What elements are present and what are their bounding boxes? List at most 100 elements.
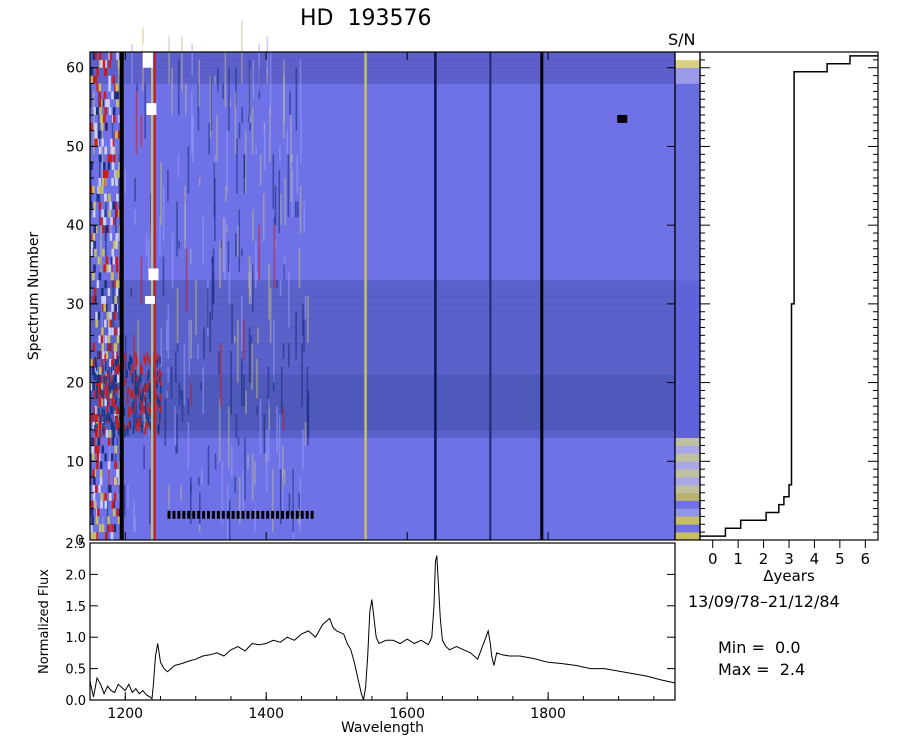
heatmap-noise: [227, 406, 230, 470]
heatmap-noise: [237, 225, 239, 257]
heatmap-red-pixel: [137, 388, 140, 397]
heatmap-red-pixel: [114, 380, 116, 389]
sn-cell: [675, 201, 700, 210]
heatmap-edge-pixel: [90, 201, 93, 210]
heatmap-red-pixel: [141, 424, 143, 433]
heatmap-red-pixel: [148, 383, 151, 391]
heatmap-red-pixel: [106, 405, 108, 414]
heatmap-white-patch: [148, 268, 159, 281]
heatmap-white-patch: [146, 103, 157, 115]
heatmap-red-pixel: [138, 417, 141, 426]
heatmap-noise: [268, 264, 270, 320]
heatmap-noise: [276, 280, 278, 289]
heatmap-red-pixel: [141, 420, 144, 429]
heatmap-edge-pixel: [92, 492, 96, 501]
spectrum-frame: [89, 542, 676, 701]
heatmap-red-pixel: [96, 426, 99, 435]
heatmap-edge-pixel: [91, 445, 95, 454]
heatmap-red-pixel: [156, 395, 159, 404]
heatmap-noise: [304, 421, 307, 446]
heatmap-noise: [176, 414, 178, 454]
heatmap-noise: [168, 484, 170, 509]
heatmap-band: [90, 327, 675, 336]
heatmap-dark-mark: [300, 510, 304, 519]
heatmap-noise: [195, 280, 197, 336]
heatmap-dark-mark: [256, 510, 260, 519]
heatmap-red-pixel: [112, 383, 115, 391]
sn-cell: [675, 170, 700, 179]
heatmap-noise: [256, 272, 258, 281]
heatmap-red-pixel: [112, 377, 115, 386]
heatmap-noise: [150, 193, 152, 226]
sn-cell: [675, 162, 700, 171]
heatmap-edge-pixel: [90, 75, 93, 84]
y-tick-label: 40: [66, 218, 84, 234]
heatmap-red-pixel: [114, 384, 116, 393]
heatmap-red-pixel: [149, 396, 152, 404]
heatmap-edge-pixel: [116, 52, 119, 60]
heatmap-noise: [147, 240, 150, 273]
heatmap-edge-pixel: [100, 398, 103, 407]
heatmap-noise: [164, 398, 167, 446]
heatmap-noise: [90, 288, 92, 296]
heatmap-edge-pixel: [103, 91, 107, 100]
heatmap-edge-pixel: [93, 225, 97, 234]
heatmap-red-pixel: [110, 366, 113, 375]
heatmap-dark-mark: [271, 510, 275, 519]
heatmap-edge-pixel: [92, 272, 95, 281]
heatmap-noise: [199, 492, 201, 525]
heatmap-noise: [181, 36, 183, 92]
heatmap-edge-pixel: [93, 264, 96, 273]
sn-cell: [675, 154, 700, 163]
heatmap-red-pixel: [99, 388, 102, 396]
heatmap-edge-pixel: [96, 390, 100, 399]
heatmap-noise: [237, 437, 240, 446]
heatmap-red-pixel: [147, 417, 150, 426]
heatmap-edge-pixel: [108, 193, 111, 202]
heatmap-red-pixel: [140, 362, 142, 371]
heatmap-red-pixel: [93, 407, 96, 415]
heatmap-noise: [209, 75, 212, 139]
absorption-line: [489, 52, 492, 540]
heatmap-edge-pixel: [94, 406, 97, 415]
heatmap-noise: [238, 209, 241, 273]
hist-x-tick-label: 4: [810, 550, 820, 568]
heatmap-edge-pixel: [112, 508, 116, 517]
heatmap-noise: [149, 469, 151, 525]
sn-cell: [675, 461, 700, 470]
heatmap-noise: [295, 201, 297, 218]
heatmap-noise: [131, 44, 133, 84]
heatmap-noise: [299, 59, 302, 115]
heatmap-dark-mark: [221, 510, 225, 519]
heatmap-noise: [251, 343, 253, 391]
heatmap-edge-pixel: [92, 233, 96, 241]
heatmap-red-pixel: [129, 362, 131, 371]
heatmap-band: [90, 414, 675, 423]
sn-cell: [675, 193, 700, 202]
absorption-line: [364, 52, 367, 540]
heatmap-noise: [254, 508, 256, 533]
heatmap-edge-pixel: [92, 382, 95, 391]
heatmap-noise: [226, 130, 228, 194]
heatmap-edge-pixel: [115, 170, 118, 178]
heatmap-edge-pixel: [107, 516, 110, 525]
heatmap-edge-pixel: [100, 500, 103, 509]
heatmap-noise: [211, 256, 214, 265]
heatmap-noise: [198, 59, 201, 108]
heatmap-red-pixel: [159, 385, 162, 394]
heatmap-edge-pixel: [113, 492, 117, 501]
heatmap-noise: [167, 303, 170, 359]
heatmap-edge-pixel: [90, 382, 93, 391]
heatmap-noise: [222, 217, 225, 273]
heatmap-noise: [290, 154, 292, 202]
heatmap-edge-pixel: [98, 335, 101, 344]
sn-cell: [675, 319, 700, 328]
heatmap-red-pixel: [134, 387, 137, 396]
heatmap-noise: [124, 335, 127, 383]
heatmap-edge-pixel: [90, 240, 94, 249]
heatmap-edge-pixel: [111, 500, 115, 509]
heatmap-noise: [234, 335, 236, 344]
sn-cell: [675, 280, 700, 289]
heatmap-red-pixel: [128, 420, 130, 429]
heatmap-edge-pixel: [95, 311, 98, 320]
